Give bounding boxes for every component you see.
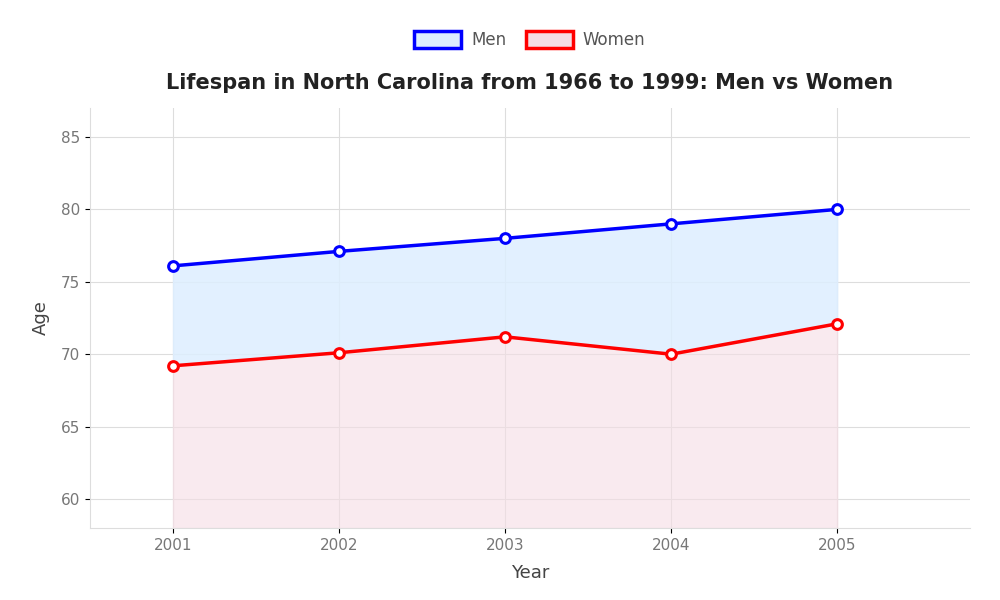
X-axis label: Year: Year	[511, 564, 549, 582]
Y-axis label: Age: Age	[32, 301, 50, 335]
Title: Lifespan in North Carolina from 1966 to 1999: Men vs Women: Lifespan in North Carolina from 1966 to …	[166, 73, 894, 92]
Legend: Men, Women: Men, Women	[408, 24, 652, 55]
